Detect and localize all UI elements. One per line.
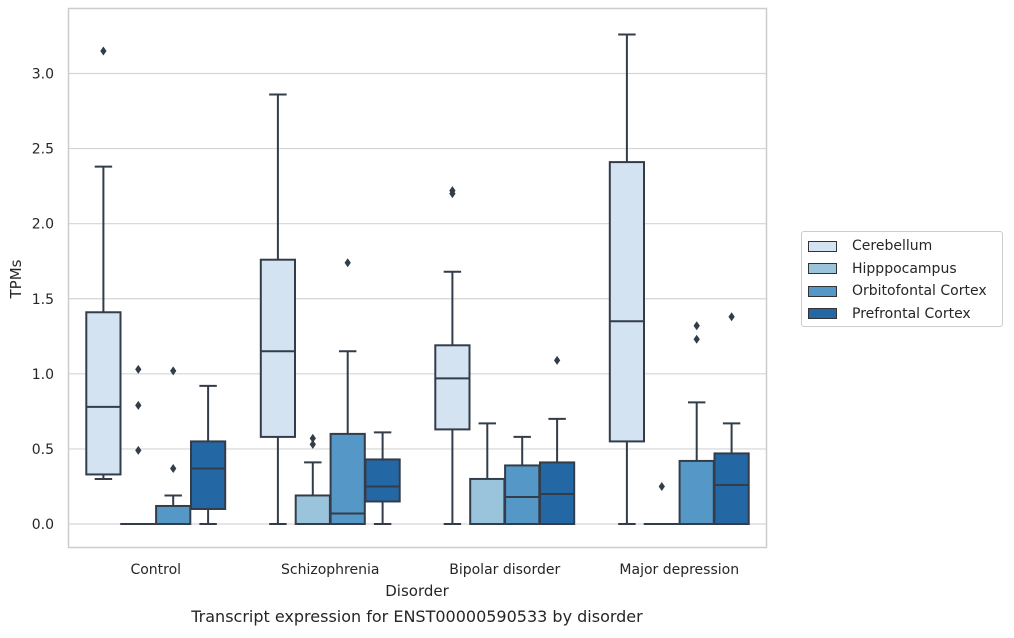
- legend-swatch-prefrontal-cortex: [808, 308, 837, 319]
- box-cerebellum-schizophrenia-iqr-box: [261, 260, 295, 437]
- box-prefrontal-cortex-schizophrenia-iqr-box: [365, 459, 399, 501]
- box-hipppocampus-major-depression: [645, 482, 679, 524]
- gridlines: [69, 74, 767, 525]
- box-orbitofontal-cortex-bipolar-disorder: [505, 437, 539, 524]
- legend-item-prefrontal-cortex: Prefrontal Cortex: [808, 303, 1002, 326]
- box-cerebellum-bipolar-disorder: [435, 186, 469, 524]
- y-tick-label-3: 1.5: [32, 292, 54, 308]
- y-tick-label-1: 0.5: [32, 442, 54, 458]
- y-tick-label-4: 2.0: [32, 217, 54, 233]
- box-cerebellum-major-depression: [610, 34, 644, 524]
- legend-swatch-orbitofrontal-cortex: [808, 286, 837, 297]
- box-prefrontal-cortex-bipolar-disorder-outlier-0: [554, 356, 560, 365]
- legend-item-hippocampus: Hipppocampus: [808, 258, 1002, 281]
- legend-item-orbitofrontal-cortex: Orbitofontal Cortex: [808, 280, 1002, 303]
- box-prefrontal-cortex-bipolar-disorder: [540, 356, 574, 524]
- x-tick-labels: Control Schizophrenia Bipolar disorder Majo…: [130, 562, 739, 578]
- y-tick-label-6: 3.0: [32, 67, 54, 83]
- box-orbitofontal-cortex-control: [156, 366, 190, 524]
- legend-swatch-hippocampus: [808, 263, 837, 274]
- box-orbitofontal-cortex-schizophrenia: [331, 258, 365, 524]
- y-tick-label-2: 1.0: [32, 367, 54, 383]
- box-cerebellum-control: [86, 46, 120, 478]
- box-orbitofontal-cortex-control-iqr-box: [156, 506, 190, 524]
- legend-label-cerebellum: Cerebellum: [852, 238, 932, 254]
- y-tick-labels: 0.0 0.5 1.0 1.5 2.0 2.5 3.0: [32, 67, 54, 534]
- box-cerebellum-bipolar-disorder-iqr-box: [435, 345, 469, 429]
- box-prefrontal-cortex-major-depression-outlier-0: [728, 312, 734, 321]
- box-orbitofontal-cortex-major-depression-iqr-box: [680, 461, 714, 524]
- box-prefrontal-cortex-major-depression-iqr-box: [714, 453, 748, 524]
- legend: Cerebellum Hipppocampus Orbitofontal Cor…: [801, 231, 1003, 327]
- box-orbitofontal-cortex-major-depression-outlier-1: [694, 321, 700, 330]
- box-hipppocampus-schizophrenia: [296, 434, 330, 524]
- x-tick-label-control: Control: [130, 562, 181, 578]
- box-hipppocampus-schizophrenia-outlier-1: [310, 434, 316, 443]
- box-cerebellum-control-iqr-box: [86, 312, 120, 474]
- box-hipppocampus-bipolar-disorder: [470, 423, 504, 524]
- box-cerebellum-major-depression-iqr-box: [610, 162, 644, 441]
- y-axis-label: TPMs: [7, 259, 25, 299]
- box-orbitofontal-cortex-schizophrenia-iqr-box: [331, 434, 365, 524]
- x-axis-label: Disorder: [385, 582, 449, 600]
- legend-label-orbitofrontal-cortex: Orbitofontal Cortex: [852, 283, 987, 299]
- box-prefrontal-cortex-major-depression: [714, 312, 748, 524]
- box-orbitofontal-cortex-control-outlier-0: [170, 464, 176, 473]
- box-hipppocampus-control-outlier-0: [135, 446, 141, 455]
- box-hipppocampus-bipolar-disorder-iqr-box: [470, 479, 504, 524]
- legend-label-prefrontal-cortex: Prefrontal Cortex: [852, 306, 971, 322]
- x-tick-label-schizophrenia: Schizophrenia: [281, 562, 379, 578]
- legend-label-hippocampus: Hipppocampus: [852, 261, 957, 277]
- box-hipppocampus-control-outlier-1: [135, 401, 141, 410]
- box-prefrontal-cortex-control-iqr-box: [191, 441, 225, 509]
- x-tick-label-major-depression: Major depression: [619, 562, 739, 578]
- box-orbitofontal-cortex-bipolar-disorder-iqr-box: [505, 465, 539, 524]
- box-hipppocampus-schizophrenia-iqr-box: [296, 495, 330, 524]
- box-prefrontal-cortex-schizophrenia: [365, 432, 399, 524]
- box-orbitofontal-cortex-schizophrenia-outlier-0: [345, 258, 351, 267]
- legend-swatch-cerebellum: [808, 241, 837, 252]
- box-orbitofontal-cortex-major-depression-outlier-0: [694, 335, 700, 344]
- legend-item-cerebellum: Cerebellum: [808, 235, 1002, 258]
- box-cerebellum-control-outlier-0: [100, 46, 106, 55]
- boxes: [86, 34, 748, 524]
- box-hipppocampus-major-depression-outlier-0: [659, 482, 665, 491]
- box-hipppocampus-control-outlier-2: [135, 365, 141, 374]
- box-cerebellum-schizophrenia: [261, 95, 295, 524]
- x-tick-label-bipolar-disorder: Bipolar disorder: [449, 562, 560, 578]
- box-hipppocampus-control: [121, 365, 155, 524]
- y-tick-label-5: 2.5: [32, 142, 54, 158]
- box-prefrontal-cortex-control: [191, 386, 225, 524]
- chart-title: Transcript expression for ENST0000059053…: [190, 607, 643, 626]
- box-orbitofontal-cortex-major-depression: [680, 321, 714, 524]
- y-tick-label-0: 0.0: [32, 517, 54, 533]
